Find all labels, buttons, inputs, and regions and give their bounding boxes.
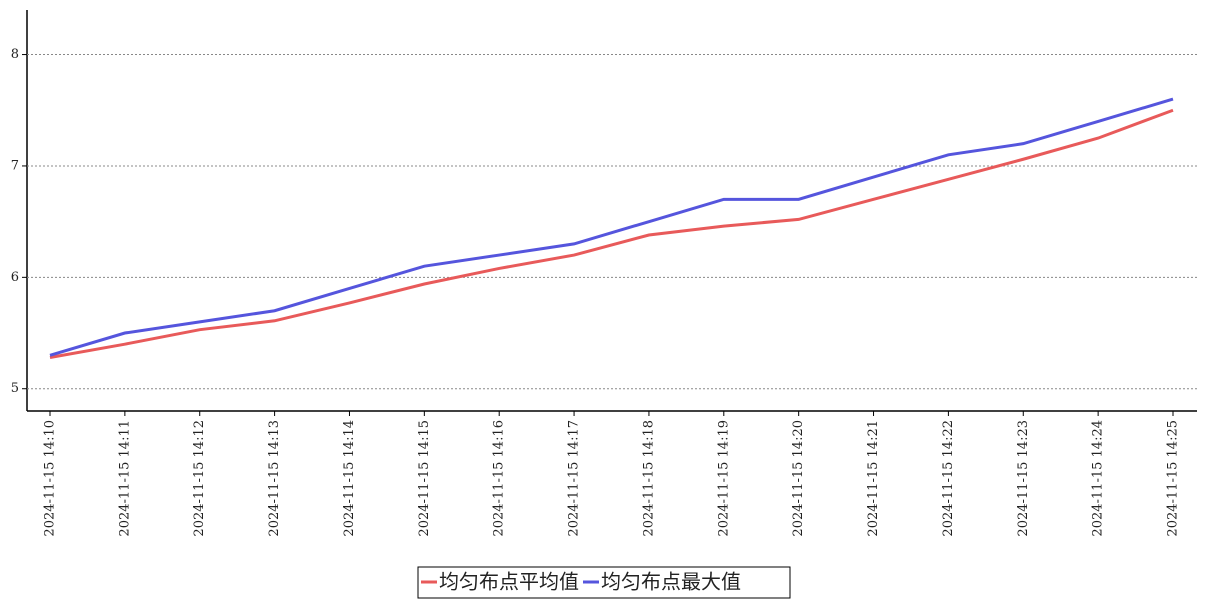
x-tick-label: 2024-11-15 14:14 xyxy=(342,420,357,537)
x-tick-label: 2024-11-15 14:23 xyxy=(1016,420,1031,537)
x-tick-label: 2024-11-15 14:22 xyxy=(941,420,956,537)
x-tick-label: 2024-11-15 14:24 xyxy=(1091,420,1106,537)
series-line xyxy=(49,108,1174,360)
x-tick-label: 2024-11-15 14:11 xyxy=(117,420,132,537)
x-tick-label: 2024-11-15 14:12 xyxy=(192,420,207,537)
x-tick-label: 2024-11-15 14:25 xyxy=(1166,420,1181,537)
x-tick-label: 2024-11-15 14:19 xyxy=(716,420,731,537)
x-tick-label: 2024-11-15 14:16 xyxy=(492,420,507,537)
series-line xyxy=(49,97,1174,357)
y-tick-label: 7 xyxy=(11,158,19,173)
y-tick-label: 8 xyxy=(11,47,19,62)
y-tick-label: 5 xyxy=(11,381,19,396)
y-tick-label: 6 xyxy=(11,270,19,285)
x-tick-label: 2024-11-15 14:10 xyxy=(43,420,58,537)
x-tick-label: 2024-11-15 14:17 xyxy=(567,420,582,537)
x-tick-label: 2024-11-15 14:21 xyxy=(866,420,881,537)
x-tick-label: 2024-11-15 14:18 xyxy=(641,420,656,537)
legend-label: 均匀布点最大值 xyxy=(601,570,741,594)
x-tick-label: 2024-11-15 14:13 xyxy=(267,420,282,537)
x-tick-label: 2024-11-15 14:20 xyxy=(791,420,806,537)
legend-box xyxy=(417,566,791,599)
x-tick-label: 2024-11-15 14:15 xyxy=(417,420,432,537)
legend-label: 均匀布点平均值 xyxy=(439,570,579,594)
